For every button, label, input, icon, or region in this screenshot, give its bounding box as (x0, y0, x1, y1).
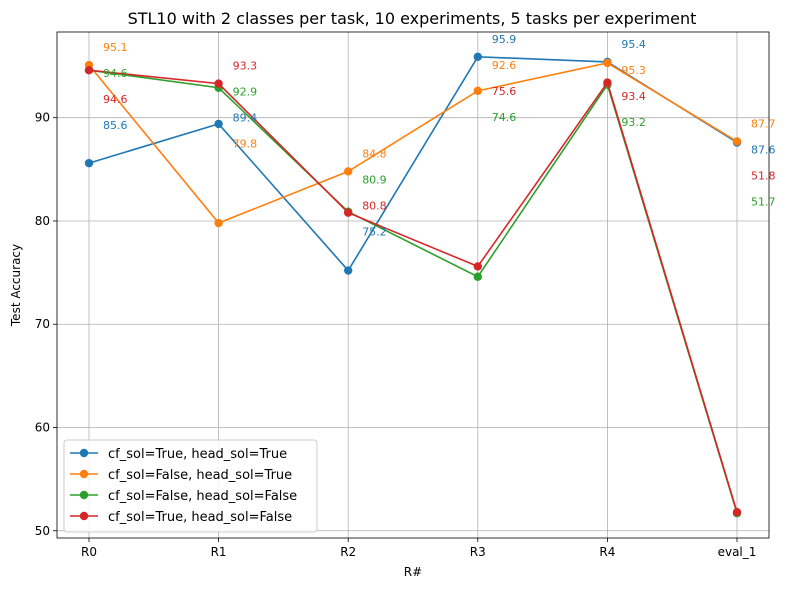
data-point (473, 262, 482, 271)
legend-label: cf_sol=False, head_sol=True (108, 468, 292, 483)
data-point (473, 86, 482, 96)
data-label: 95.1 (103, 41, 128, 54)
data-label: 79.8 (233, 138, 258, 151)
data-label: 74.6 (492, 111, 517, 124)
data-label: 93.3 (233, 60, 258, 73)
data-label: 94.6 (103, 67, 128, 80)
axis-ticks: R0 R1 R2 R3 R4 eval_1 50 60 70 80 90 (35, 111, 757, 559)
data-label: 93.4 (621, 90, 646, 103)
data-label: 51.7 (751, 195, 776, 208)
legend-marker (79, 469, 89, 479)
x-tick-label: R1 (211, 545, 227, 559)
data-labels: 95.1 94.6 94.6 85.6 93.3 92.9 89.4 79.8 84.8 80.9… (103, 33, 776, 239)
data-point (344, 208, 353, 217)
y-tick-label: 50 (35, 524, 50, 538)
x-tick-label: R0 (81, 545, 97, 559)
data-label: 95.9 (492, 33, 517, 46)
series-4 (84, 66, 742, 517)
data-label: 89.4 (233, 112, 258, 125)
data-point (732, 137, 742, 146)
series-layer (84, 52, 742, 518)
data-point (344, 167, 353, 176)
legend-marker (79, 490, 89, 500)
legend-item: cf_sol=False, head_sol=False (70, 489, 297, 504)
data-label: 95.4 (621, 38, 646, 51)
data-label: 80.8 (362, 199, 387, 212)
data-label: 87.7 (751, 117, 776, 130)
data-point (603, 58, 612, 68)
plot-frame (56, 31, 770, 539)
x-axis-title: R# (404, 565, 422, 579)
data-point (344, 266, 353, 275)
data-label: 92.9 (233, 86, 258, 99)
data-point (603, 78, 612, 87)
data-label: 85.6 (103, 119, 128, 132)
data-point (84, 158, 94, 168)
data-point (214, 119, 223, 129)
data-point (473, 272, 482, 281)
series-2 (84, 58, 742, 228)
legend-label: cf_sol=True, head_sol=False (108, 510, 292, 525)
x-tick-label: eval_1 (718, 545, 757, 559)
y-axis-title: Test Accuracy (9, 244, 23, 327)
legend-box (63, 439, 318, 533)
data-label: 84.8 (362, 147, 387, 160)
x-tick-label: R3 (470, 545, 486, 559)
y-tick-label: 90 (35, 111, 50, 125)
data-label: 87.6 (751, 143, 776, 156)
data-label: 93.2 (621, 116, 646, 129)
legend-label: cf_sol=False, head_sol=False (108, 489, 297, 504)
data-point (214, 218, 223, 228)
data-label: 75.6 (492, 85, 517, 98)
legend: cf_sol=True, head_sol=True cf_sol=False, … (63, 439, 318, 533)
data-label: 80.9 (362, 173, 387, 186)
legend-marker (79, 511, 89, 521)
chart-title: STL10 with 2 classes per task, 10 experi… (128, 9, 697, 28)
x-tick-label: R4 (599, 545, 615, 559)
legend-label: cf_sol=True, head_sol=True (108, 447, 287, 462)
data-label: 95.3 (621, 64, 646, 77)
legend-marker (79, 448, 89, 458)
data-point (214, 79, 223, 88)
data-point (732, 507, 742, 517)
y-tick-label: 80 (35, 214, 50, 228)
x-tick-label: R2 (340, 545, 356, 559)
y-tick-label: 60 (35, 421, 50, 435)
data-label: 51.8 (751, 169, 776, 182)
series-line (88, 62, 738, 225)
data-point (473, 52, 482, 61)
legend-item: cf_sol=False, head_sol=True (70, 468, 292, 483)
y-tick-label: 70 (35, 317, 50, 331)
legend-item: cf_sol=True, head_sol=True (70, 447, 287, 462)
data-label: 92.6 (492, 59, 517, 72)
grid-lines (57, 32, 769, 538)
series-line (88, 69, 738, 513)
legend-item: cf_sol=True, head_sol=False (70, 510, 292, 525)
data-label: 94.6 (103, 93, 128, 106)
data-point (84, 66, 94, 75)
data-label: 75.2 (362, 225, 387, 238)
